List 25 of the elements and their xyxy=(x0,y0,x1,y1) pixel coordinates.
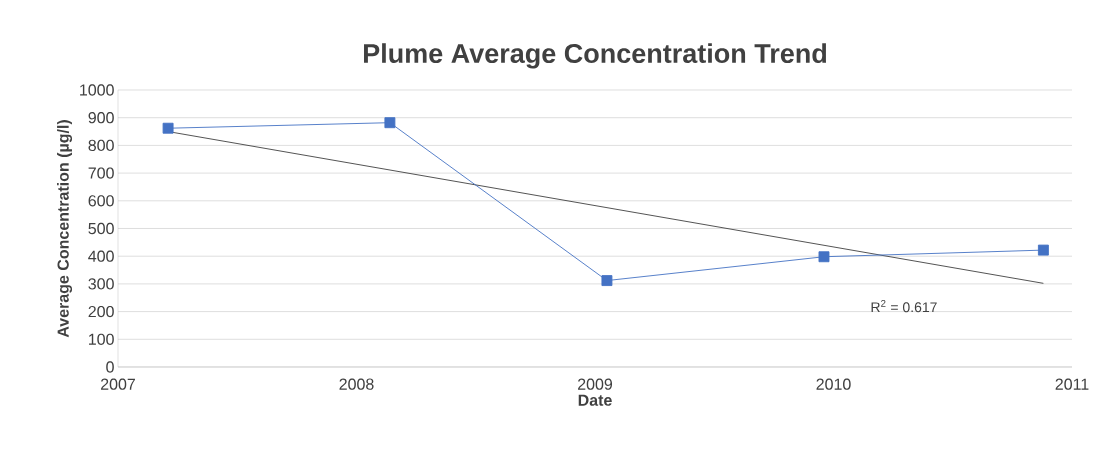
y-tick-label: 100 xyxy=(89,333,114,345)
point xyxy=(1037,244,1049,256)
x-tick-label: 2008 xyxy=(339,378,374,390)
x-tick-label: 2011 xyxy=(1055,378,1089,390)
annotation: R$^{2}$ = 0.617 xyxy=(871,299,937,313)
x-tick-label: 2010 xyxy=(816,378,851,390)
y-tick-label: 600 xyxy=(88,195,114,207)
y-tick-label: 300 xyxy=(88,278,114,290)
y-axis-title: Average Concentration (µg/l) xyxy=(57,120,73,338)
point xyxy=(818,251,830,263)
chart-title: Plume Average Concentration Trend xyxy=(364,43,827,69)
x-tick-label: 2009 xyxy=(578,378,613,390)
y-tick-label: 800 xyxy=(88,139,114,152)
x-axis-title: Date xyxy=(578,394,612,406)
x-tick-label: 2007 xyxy=(101,378,135,390)
y-tick-label: 0 xyxy=(106,361,114,373)
y-tick-label: 700 xyxy=(88,167,114,179)
point xyxy=(384,117,396,129)
point xyxy=(162,122,174,134)
y-tick-label: 1000 xyxy=(80,84,114,96)
y-tick-label: 200 xyxy=(88,305,114,318)
y-tick-label: 900 xyxy=(88,112,114,124)
y-tick-label: 500 xyxy=(88,222,114,235)
point xyxy=(601,275,613,287)
y-tick-label: 400 xyxy=(88,250,114,262)
